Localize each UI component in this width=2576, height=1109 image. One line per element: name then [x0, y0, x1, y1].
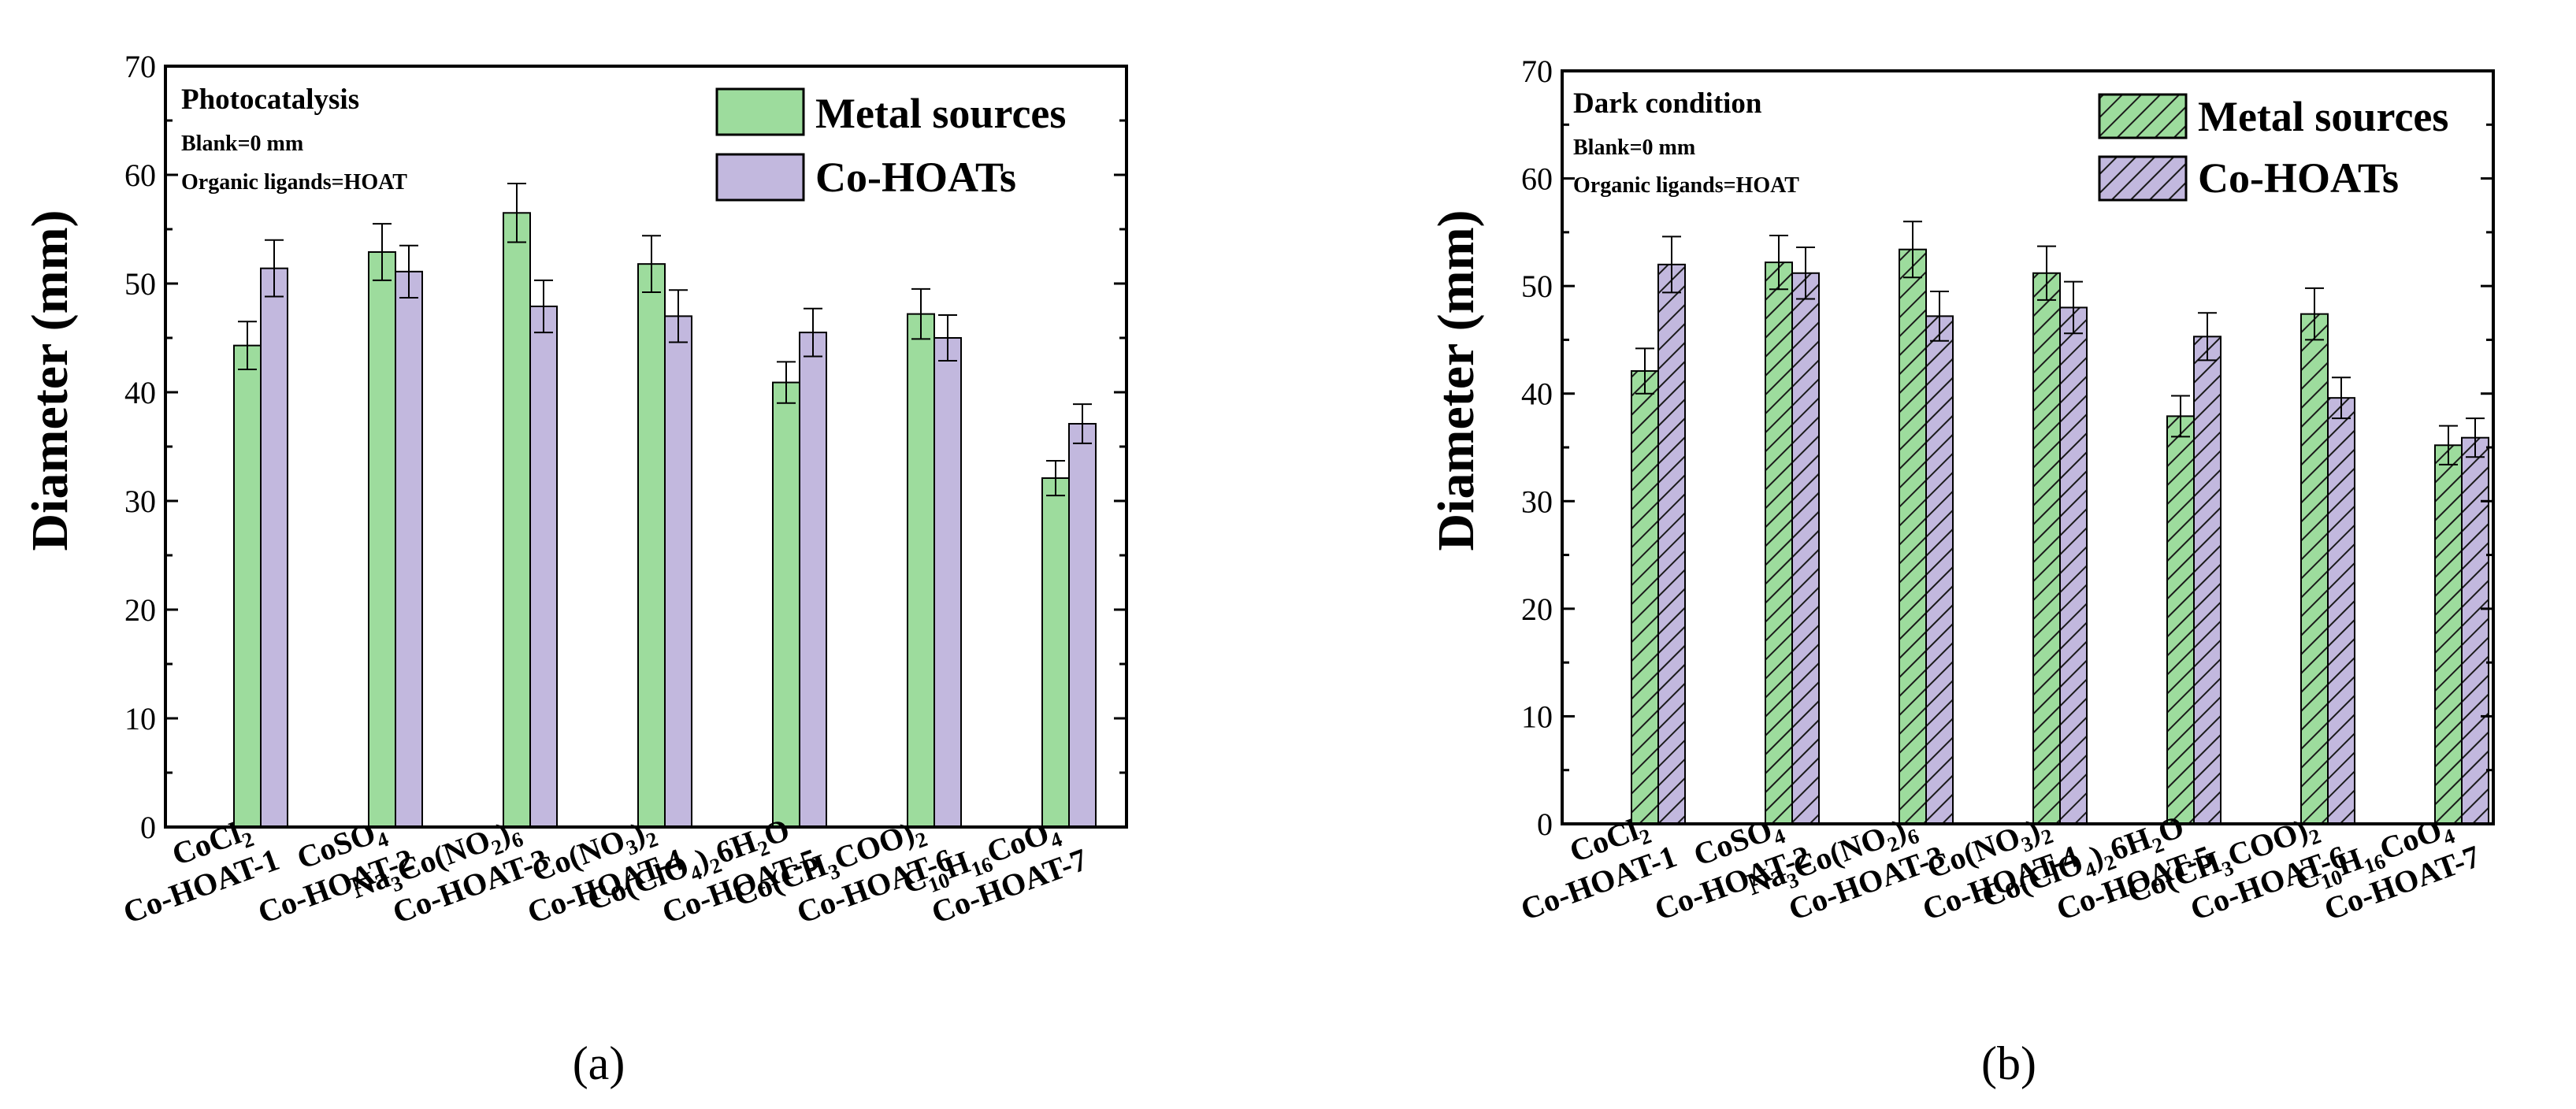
y-axis-label: Diameter (mm) [21, 210, 79, 551]
y-tick-label: 10 [1521, 699, 1553, 734]
panel-note-blank: Blank=0 mm [1573, 135, 1695, 160]
bar-co-hoats-7 [2461, 436, 2489, 825]
y-tick-label: 50 [1521, 269, 1553, 304]
y-tick-label: 60 [1521, 161, 1553, 197]
legend: Metal sources Co-HOATs [2098, 93, 2448, 202]
panel-note-ligands: Organic ligands=HOAT [1573, 173, 1799, 198]
bar-co-hoats-2 [1791, 272, 1820, 825]
bar-co-hoats-3 [1925, 315, 1954, 825]
panel-caption: (b) [1981, 1037, 2036, 1089]
bar-co-hoats-3 [529, 305, 558, 829]
bar-co-hoats-5 [799, 332, 827, 829]
bar-metal-sources-1 [233, 344, 262, 829]
bar-co-hoats-2 [395, 270, 423, 828]
y-tick-label: 60 [124, 158, 156, 193]
bar-metal-sources-1 [1631, 370, 1659, 825]
legend-swatch-co-hoats [2098, 155, 2188, 202]
bar-metal-sources-7 [2434, 444, 2463, 825]
y-tick-label: 30 [1521, 484, 1553, 519]
bar-co-hoats-6 [934, 337, 962, 828]
y-tick-label: 0 [140, 810, 156, 845]
bar-metal-sources-5 [772, 381, 800, 828]
bar-co-hoats-4 [664, 315, 692, 828]
panel-note-ligands: Organic ligands=HOAT [181, 170, 407, 195]
y-tick-label: 0 [1537, 807, 1553, 842]
legend-swatch-metal-sources [2098, 93, 2188, 139]
y-tick-label: 70 [124, 49, 156, 84]
y-tick-label: 50 [124, 266, 156, 302]
y-tick-label: 20 [1521, 592, 1553, 627]
y-tick-label: 40 [1521, 376, 1553, 412]
panel-note-blank: Blank=0 mm [181, 132, 303, 156]
y-tick-label: 10 [124, 701, 156, 736]
bar-metal-sources-2 [368, 250, 396, 829]
bar-metal-sources-5 [2166, 415, 2195, 825]
panel-title: Dark condition [1573, 87, 1762, 120]
bar-co-hoats-1 [1657, 263, 1686, 825]
legend: Metal sources Co-HOATs [715, 87, 1066, 202]
panel-caption: (a) [573, 1037, 625, 1089]
bar-metal-sources-3 [503, 212, 531, 828]
bar-co-hoats-5 [2193, 336, 2222, 825]
bar-metal-sources-6 [2300, 313, 2329, 825]
legend-label-co-hoats: Co-HOATs [815, 154, 1016, 201]
bar-co-hoats-4 [2059, 306, 2088, 825]
bar-co-hoats-7 [1068, 423, 1097, 829]
bar-metal-sources-6 [907, 313, 935, 828]
bar-metal-sources-3 [1899, 248, 1927, 825]
y-tick-label: 40 [124, 375, 156, 410]
panel-title: Photocatalysis [181, 83, 359, 116]
legend-swatch-metal-sources [715, 87, 805, 136]
bar-metal-sources-2 [1765, 261, 1793, 825]
bar-co-hoats-1 [260, 267, 288, 828]
bar-metal-sources-4 [2032, 272, 2061, 825]
bar-metal-sources-4 [637, 263, 666, 829]
legend-label-metal-sources: Metal sources [2198, 93, 2448, 140]
y-axis-label: Diameter (mm) [1427, 210, 1485, 551]
y-tick-label: 30 [124, 484, 156, 519]
legend-swatch-co-hoats [715, 153, 805, 202]
bar-metal-sources-7 [1041, 477, 1070, 829]
y-tick-label: 70 [1521, 54, 1553, 89]
y-tick-label: 20 [124, 592, 156, 628]
legend-label-co-hoats: Co-HOATs [2198, 154, 2399, 202]
bar-co-hoats-6 [2327, 397, 2355, 825]
legend-label-metal-sources: Metal sources [815, 90, 1066, 137]
